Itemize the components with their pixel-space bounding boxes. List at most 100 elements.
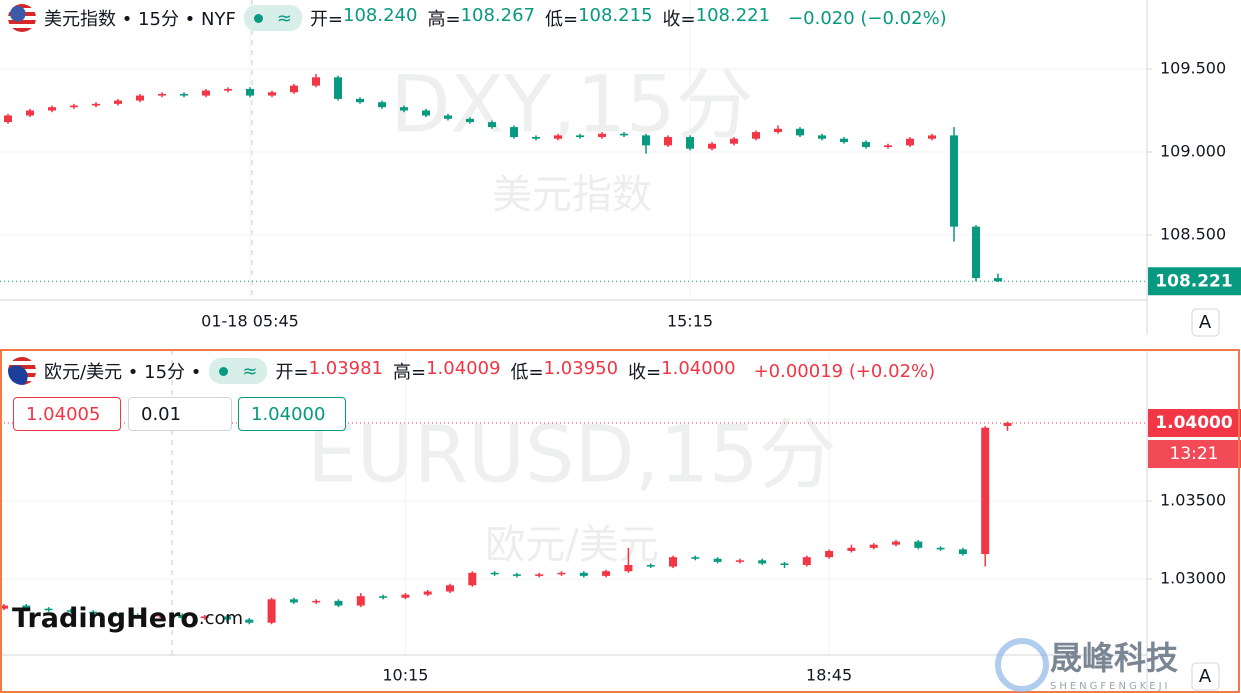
candle-body (356, 98, 364, 103)
company-name: 晟峰科技 (1050, 639, 1178, 677)
brand-icon (995, 638, 1049, 692)
watermark: EURUSD,15分 (307, 410, 836, 500)
y-tick-label: 108.500 (1160, 224, 1226, 243)
axis-button[interactable]: A (1199, 666, 1212, 687)
ohlc-value: 1.03950 (543, 358, 619, 379)
candle-body (66, 610, 75, 612)
flag (8, 357, 36, 385)
candle-body (158, 93, 166, 96)
candle-body (840, 138, 848, 143)
candle-body (884, 145, 892, 148)
candle-body (92, 103, 100, 106)
candle-body (89, 611, 98, 614)
candle-body (26, 110, 34, 116)
axis-button[interactable]: A (1199, 312, 1212, 333)
status-pill[interactable]: ≈ (209, 358, 268, 384)
candle-body (245, 619, 254, 623)
candle-body (22, 605, 31, 609)
ohlc-label: 高= (427, 9, 461, 30)
candle-body (735, 560, 744, 562)
candle-body (48, 107, 56, 111)
candle-body (312, 77, 320, 86)
y-tick-label: 1.03000 (1160, 569, 1226, 588)
candle-body (686, 137, 694, 149)
candle-body (510, 127, 518, 138)
candle-body (936, 547, 945, 550)
candle-body (981, 427, 990, 555)
company-pinyin: SHENGFENGKEJI (1050, 681, 1171, 692)
candle-body (267, 599, 276, 623)
candle-body (598, 133, 606, 138)
candle-body (535, 574, 544, 576)
symbol-title[interactable]: 美元指数 • 15分 • NYF (44, 9, 236, 30)
candle-body (488, 122, 496, 128)
candle-body (114, 100, 122, 104)
candle-body (4, 115, 12, 123)
price-label-bg (1148, 409, 1241, 438)
candle-body (136, 95, 144, 101)
candle-body (554, 135, 562, 139)
ohlc: 开= 1.03981 高= 1.04009 低= 1.03950 收= 1.04000 (275, 358, 745, 384)
ohlc-value: 108.240 (343, 5, 418, 26)
candle-body (708, 143, 716, 149)
quantity-input[interactable]: 0.01 (128, 397, 232, 431)
axis-button-bg (1191, 662, 1220, 691)
countdown: 13:21 (1170, 444, 1219, 464)
candle-body (156, 614, 165, 617)
candle-body (379, 596, 388, 598)
ohlc-label: 开= (275, 362, 309, 383)
candle-body (468, 572, 477, 586)
ohlc: 开= 108.240 高= 108.267 低= 108.215 收= 108.221 (310, 5, 780, 31)
axis-button-bg (1191, 308, 1220, 337)
flag (8, 4, 36, 32)
candle-body (869, 544, 878, 548)
candle-body (490, 572, 499, 575)
candle-body (44, 608, 53, 611)
candle-body (444, 115, 452, 119)
y-tick-label: 109.500 (1160, 59, 1226, 78)
candle-body (818, 135, 826, 139)
candle-body (847, 547, 856, 551)
x-tick-label: 01-18 05:45 (201, 312, 299, 331)
sell-button[interactable]: 1.04005 (13, 397, 121, 431)
candle-body (958, 549, 967, 555)
candle-body (133, 614, 142, 617)
ohlc-value: 1.04000 (661, 358, 736, 379)
candle-body (862, 142, 870, 148)
price-label: 108.221 (1155, 271, 1232, 291)
candle-body (994, 278, 1002, 282)
candle-body (246, 88, 254, 96)
change: −0.020 (−0.02%) (788, 7, 947, 29)
candle-body (466, 118, 474, 123)
candle-body (400, 107, 408, 111)
candle-body (691, 557, 700, 559)
ohlc-value: 108.221 (695, 5, 771, 26)
candle-body (796, 128, 804, 136)
ohlc-value: 108.267 (460, 5, 535, 26)
watermark: DXY,15分 (390, 60, 753, 150)
symbol-title[interactable]: 欧元/美元 • 15分 • (44, 362, 202, 383)
candle-body (669, 557, 677, 567)
candle-body (423, 591, 432, 595)
candle-body (892, 541, 900, 545)
candle-body (422, 110, 430, 116)
ohlc-value: 108.215 (578, 5, 653, 26)
candle-body (70, 105, 78, 108)
buy-button[interactable]: 1.04000 (238, 397, 346, 431)
candle-body (928, 135, 936, 139)
candle-body (111, 613, 120, 615)
countdown-bg (1148, 440, 1241, 469)
status-pill[interactable]: ≈ (243, 5, 302, 31)
x-tick-label: 10:15 (382, 666, 428, 685)
candle-body (512, 574, 521, 576)
status: ≈ (276, 7, 292, 29)
ohlc-value: 1.04009 (426, 358, 501, 379)
candle-body (642, 135, 650, 146)
x-tick-label: 15:15 (667, 312, 713, 331)
candle-body (579, 572, 588, 576)
candle-body (802, 557, 811, 565)
y-tick-label: 109.000 (1160, 141, 1226, 160)
candle-body (906, 138, 914, 146)
logo-suffix: .com (199, 608, 243, 629)
